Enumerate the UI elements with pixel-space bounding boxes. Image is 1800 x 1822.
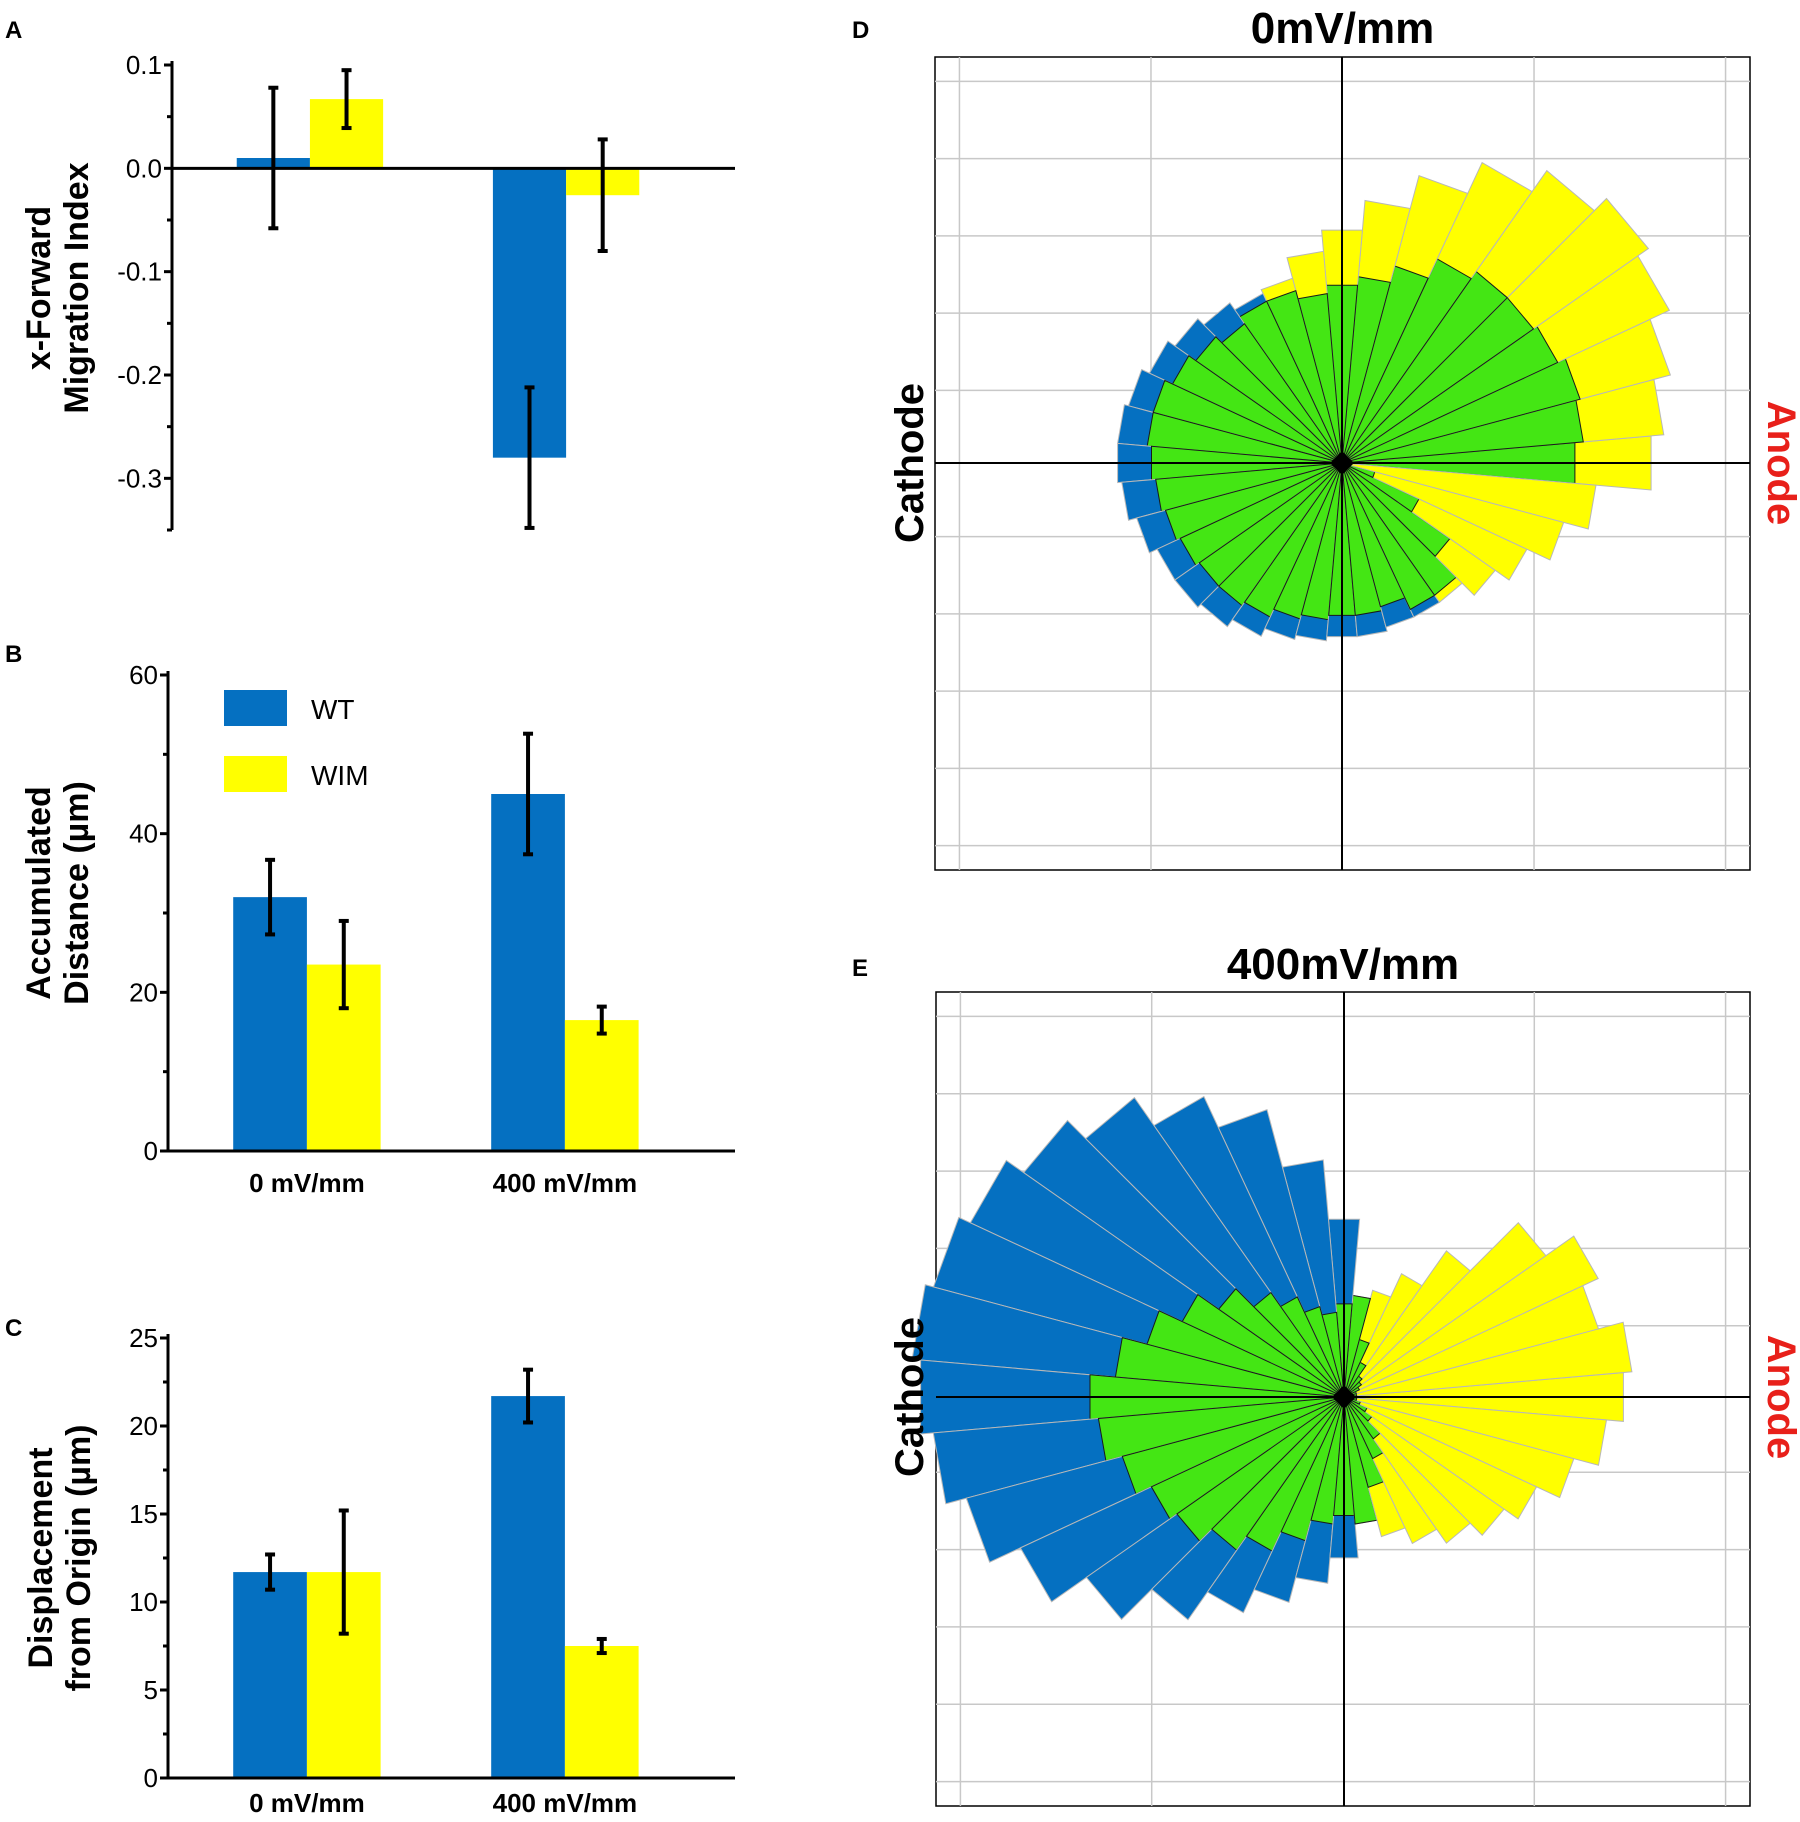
x-category-label: 0 mV/mm [249, 1168, 365, 1198]
bar-wt-0-mv-mm [233, 1572, 307, 1778]
y-tick-label: 0 [144, 1136, 158, 1166]
y-tick-label: 0.0 [126, 153, 162, 183]
y-axis-label: AccumulatedDistance (µm) [20, 781, 96, 1005]
y-axis-label-line: from Origin (µm) [60, 1424, 98, 1691]
y-tick-label: 15 [129, 1499, 158, 1529]
legend-label-wim: WIM [311, 760, 369, 791]
panel-letter-b: B [5, 641, 22, 668]
y-axis-label-line: x-Forward [20, 206, 58, 370]
x-category-label: 400 mV/mm [493, 1168, 638, 1198]
legend-swatch-wim [224, 756, 287, 792]
rose-petal-wim [1341, 462, 1597, 530]
y-tick-label: 0 [144, 1763, 158, 1793]
x-category-label: 0 mV/mm [249, 1788, 365, 1818]
panel-letter-c: C [5, 1315, 22, 1342]
panel-e: E 400mV/mm Cathode Anode [852, 940, 1800, 1807]
rose-petal-wim [1343, 1396, 1608, 1466]
cathode-label: Cathode [888, 1317, 932, 1477]
y-tick-label: 20 [129, 1411, 158, 1441]
y-axis-label-line: Distance (µm) [58, 781, 96, 1005]
panel-letter-a: A [5, 17, 22, 44]
legend-swatch-wt [224, 690, 287, 726]
rose-title: 400mV/mm [1227, 940, 1459, 989]
y-tick-label: -0.2 [117, 360, 162, 390]
y-tick-label: 0.1 [126, 50, 162, 80]
rose-center-marker [1330, 451, 1354, 475]
y-tick-label: 25 [129, 1323, 158, 1353]
y-tick-label: 40 [129, 819, 158, 849]
x-category-label: 400 mV/mm [493, 1788, 638, 1818]
y-tick-label: -0.1 [117, 257, 162, 287]
legend: WT WIM [224, 690, 369, 792]
y-axis-label: x-ForwardMigration Index [20, 162, 96, 413]
y-tick-label: 20 [129, 977, 158, 1007]
rose-title: 0mV/mm [1251, 4, 1434, 53]
panel-d: D 0mV/mm Cathode Anode [852, 4, 1800, 871]
anode-label: Anode [1759, 401, 1800, 525]
legend-label-wt: WT [311, 694, 355, 725]
rose-center-marker [1332, 1385, 1356, 1409]
y-tick-label: 60 [129, 660, 158, 690]
bar-wt-400-mv-mm [491, 1396, 565, 1778]
cathode-label: Cathode [888, 383, 932, 543]
panel-letter-d: D [852, 17, 869, 44]
y-axis-label-line: Migration Index [58, 162, 96, 413]
y-tick-label: 10 [129, 1587, 158, 1617]
y-tick-label: -0.3 [117, 463, 162, 493]
panel-letter-e: E [852, 955, 868, 982]
panel-c: C Displacementfrom Origin (µm) 0 5 10 15 20 25 0… [5, 1315, 735, 1818]
panel-b: B AccumulatedDistance (µm) 0 20 40 60 0 mV/mm 4… [5, 641, 735, 1198]
bar-wim-400-mv-mm [564, 1646, 639, 1778]
panel-a: Ax-ForwardMigration Index 0.1 0.0 -0.1 -0.2 -… [5, 17, 735, 532]
bar-wt-0-mv-mm [233, 897, 307, 1151]
y-tick-label: 5 [144, 1675, 158, 1705]
anode-label: Anode [1759, 1335, 1800, 1459]
y-axis-label-line: Accumulated [20, 786, 58, 1000]
y-axis-label: Displacementfrom Origin (µm) [22, 1424, 98, 1691]
bar-wim-400-mv-mm [564, 1020, 639, 1151]
y-axis-label-line: Displacement [22, 1447, 60, 1668]
